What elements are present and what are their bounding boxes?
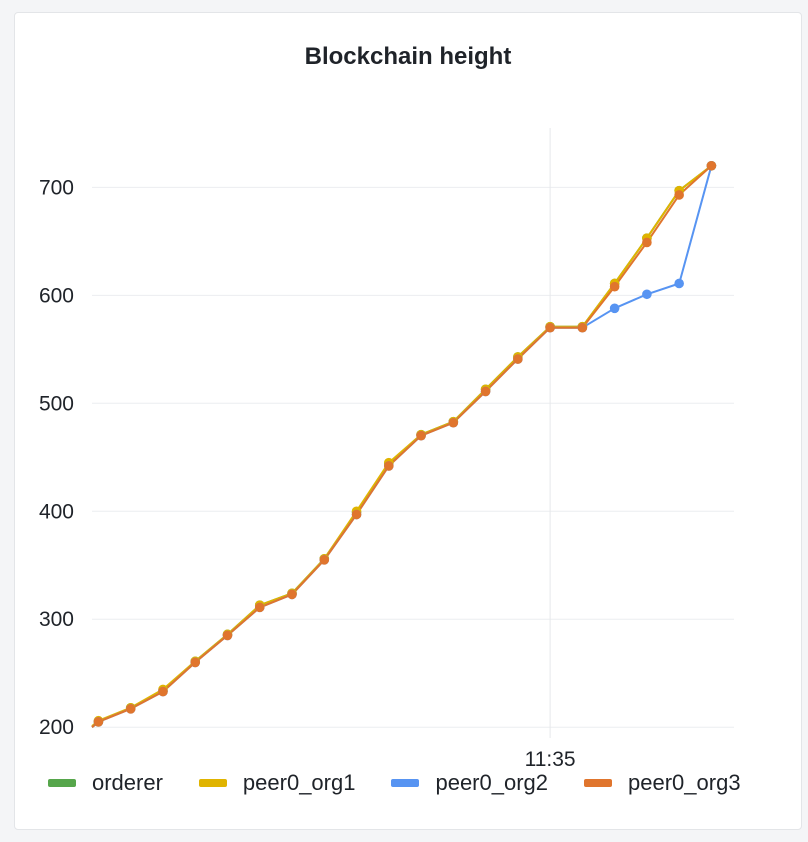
y-tick-label: 300 xyxy=(39,608,74,631)
point-peer0_org3 xyxy=(351,509,362,520)
legend-label: peer0_org3 xyxy=(628,770,741,795)
legend-label: peer0_org2 xyxy=(435,770,549,795)
legend-label: peer0_org1 xyxy=(242,770,356,795)
point-peer0_org3 xyxy=(125,704,136,714)
legend-label: orderer xyxy=(92,770,163,795)
point-peer0_org3 xyxy=(480,386,491,397)
point-peer0_org3 xyxy=(448,417,459,428)
point-peer0_org3 xyxy=(642,237,652,248)
point-peer0_org3 xyxy=(319,555,330,565)
chart-panel: Blockchain height xyxy=(14,12,802,830)
point-peer0_org3 xyxy=(384,461,394,471)
point-peer0_org3 xyxy=(190,657,201,668)
y-axis-ticks: 200 300 400 500 600 700 xyxy=(39,176,74,739)
legend-item-orderer[interactable]: orderer xyxy=(48,770,163,796)
y-tick-label: 200 xyxy=(39,716,74,739)
x-axis-ticks: 11:35 xyxy=(525,748,576,771)
point-peer0_org3 xyxy=(222,630,233,641)
point-peer0_org3 xyxy=(416,430,426,441)
point-peer0_org2 xyxy=(642,289,652,300)
legend-swatch xyxy=(48,779,76,787)
legend-item-peer0_org1[interactable]: peer0_org1 xyxy=(198,770,356,796)
series-line-peer0_org2 xyxy=(91,165,713,728)
point-peer0_org3 xyxy=(674,190,684,200)
y-tick-label: 500 xyxy=(39,392,74,415)
y-tick-label: 600 xyxy=(39,284,74,307)
legend-swatch xyxy=(198,779,227,787)
series-lines xyxy=(91,165,713,728)
point-peer0_org2 xyxy=(674,278,684,289)
legend-swatch xyxy=(584,779,613,787)
series-line-orderer xyxy=(91,165,713,728)
point-peer0_org3 xyxy=(254,602,265,613)
point-peer0_org3 xyxy=(287,589,297,600)
legend-item-peer0_org3[interactable]: peer0_org3 xyxy=(584,770,741,796)
point-peer0_org2 xyxy=(609,303,620,314)
series-line-peer0_org3 xyxy=(91,165,713,728)
point-peer0_org3 xyxy=(577,322,588,333)
series-points xyxy=(93,160,717,727)
legend: orderer peer0_org1 peer0_org2 peer0_org3 xyxy=(48,770,777,796)
y-tick-label: 700 xyxy=(39,176,74,199)
legend-swatch xyxy=(391,779,420,787)
point-peer0_org3 xyxy=(545,322,555,333)
point-peer0_org3 xyxy=(158,686,168,697)
point-peer0_org3 xyxy=(609,281,620,292)
legend-item-peer0_org2[interactable]: peer0_org2 xyxy=(391,770,548,796)
point-peer0_org3 xyxy=(93,717,104,727)
y-tick-label: 400 xyxy=(39,500,74,523)
grid xyxy=(92,128,734,738)
point-peer0_org3 xyxy=(706,160,717,171)
series-line-peer0_org1 xyxy=(91,165,713,727)
x-tick-label: 11:35 xyxy=(525,748,576,771)
panel-title: Blockchain height xyxy=(304,43,512,70)
point-peer0_org3 xyxy=(513,354,523,364)
